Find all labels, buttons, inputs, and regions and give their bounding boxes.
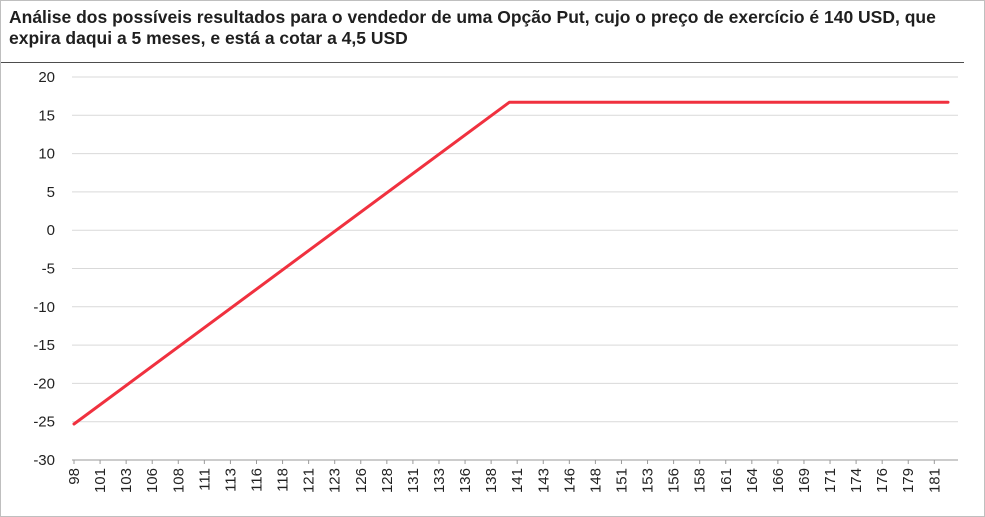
y-tick-label: 0	[47, 222, 55, 239]
x-tick-label: 113	[222, 468, 239, 492]
x-tick-label: 174	[848, 468, 865, 493]
chart-title: Análise dos possíveis resultados para o …	[9, 7, 936, 48]
x-tick-label: 108	[170, 468, 187, 493]
x-tick-label: 123	[327, 468, 344, 493]
x-tick-label: 133	[431, 468, 448, 493]
x-tick-label: 141	[509, 468, 526, 493]
y-tick-label: -5	[42, 261, 55, 278]
series-layer	[72, 100, 950, 426]
x-tick-label: 179	[900, 468, 917, 493]
x-axis: 98 101 103 106 108 111 113 116 118 121 123 126 128 13…	[66, 460, 943, 493]
x-tick-label: 156	[666, 468, 683, 493]
x-tick-label: 171	[822, 468, 839, 493]
y-tick-label: -10	[33, 299, 55, 316]
x-tick-label: 106	[144, 468, 161, 493]
y-tick-label: -20	[33, 375, 55, 392]
y-tick-label: 10	[38, 146, 55, 163]
y-tick-label: -15	[33, 337, 55, 354]
x-tick-label: 103	[118, 468, 135, 493]
x-tick-label: 166	[770, 468, 787, 493]
y-tick-label: -30	[33, 452, 55, 469]
y-tick-label: -25	[33, 414, 55, 431]
x-tick-label: 158	[692, 468, 709, 493]
x-tick-label: 176	[874, 468, 891, 493]
x-tick-label: 126	[353, 468, 370, 493]
x-tick-label: 143	[535, 468, 552, 493]
y-tick-label: 5	[47, 184, 55, 201]
x-tick-label: 138	[483, 468, 500, 493]
x-tick-label: 116	[248, 468, 265, 492]
x-tick-label: 111	[196, 468, 213, 491]
y-tick-label: 20	[38, 69, 55, 86]
y-tick-label: 15	[38, 107, 55, 124]
title-divider	[1, 62, 964, 63]
payoff-line	[72, 100, 950, 426]
x-tick-label: 161	[718, 468, 735, 493]
x-tick-label: 164	[744, 468, 761, 493]
x-tick-label: 131	[405, 468, 422, 493]
x-tick-label: 148	[587, 468, 604, 493]
y-axis: 20 15 10 5 0 -5 -10 -15 -20 -25 -30	[33, 69, 55, 469]
x-tick-label: 128	[379, 468, 396, 493]
x-tick-label: 98	[66, 468, 83, 485]
x-tick-label: 181	[926, 468, 943, 493]
x-tick-label: 101	[92, 468, 109, 493]
gridlines	[72, 76, 958, 461]
x-tick-label: 151	[613, 468, 630, 493]
x-tick-label: 121	[301, 468, 318, 493]
x-tick-label: 118	[275, 468, 292, 492]
x-tick-label: 136	[457, 468, 474, 493]
x-tick-label: 146	[561, 468, 578, 493]
x-tick-label: 153	[640, 468, 657, 493]
x-tick-label: 169	[796, 468, 813, 493]
